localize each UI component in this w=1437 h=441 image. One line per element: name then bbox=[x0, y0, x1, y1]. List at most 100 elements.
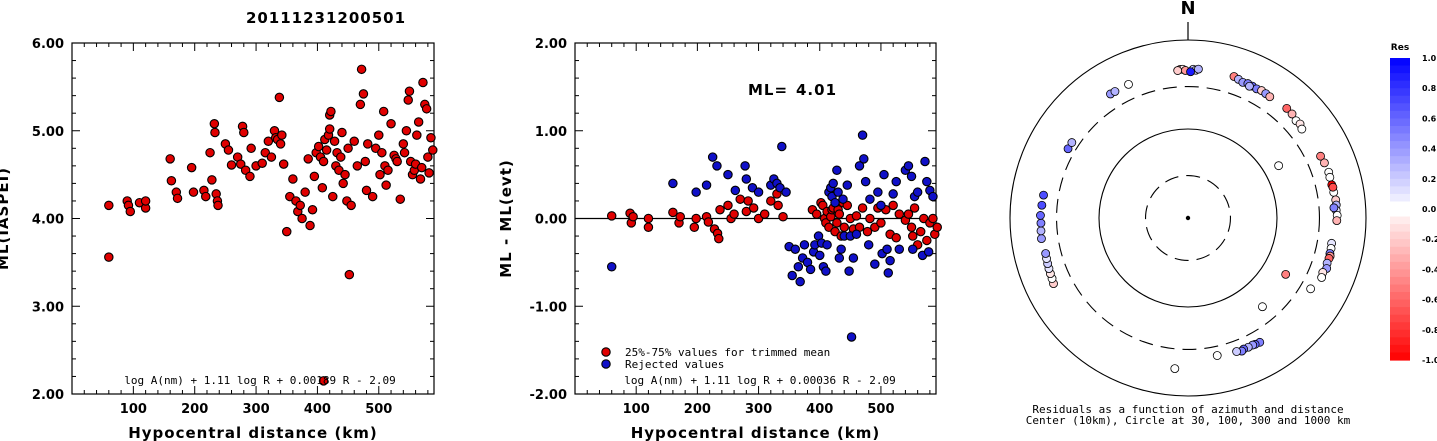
data-point bbox=[909, 203, 920, 213]
data-point bbox=[859, 154, 869, 164]
y-tick-label: 6.00 bbox=[32, 37, 64, 52]
north-label: N bbox=[1180, 0, 1195, 19]
colorbar-segment bbox=[1390, 186, 1410, 195]
x-axis-label: Hypocentral distance (km) bbox=[631, 424, 881, 441]
colorbar-segment bbox=[1390, 171, 1410, 180]
data-point bbox=[329, 136, 340, 147]
data-point bbox=[842, 180, 853, 190]
data-point bbox=[628, 211, 638, 222]
data-point bbox=[923, 247, 934, 257]
colorbar-segment bbox=[1390, 58, 1410, 67]
distance-ring bbox=[1055, 85, 1321, 351]
data-point bbox=[838, 194, 848, 204]
data-point bbox=[821, 266, 831, 276]
data-point bbox=[836, 244, 846, 254]
data-point bbox=[303, 154, 313, 164]
data-point bbox=[226, 160, 237, 170]
colorbar-segment bbox=[1390, 254, 1410, 263]
data-point bbox=[920, 156, 930, 167]
data-point bbox=[165, 154, 175, 164]
data-point bbox=[860, 176, 871, 187]
data-point bbox=[903, 209, 914, 219]
colorbar-segment bbox=[1390, 344, 1410, 354]
colorbar-segment bbox=[1390, 231, 1410, 240]
data-point bbox=[748, 203, 759, 213]
data-point bbox=[398, 139, 409, 149]
data-point bbox=[773, 200, 783, 211]
data-point bbox=[832, 165, 842, 175]
data-point bbox=[125, 206, 136, 217]
data-point bbox=[903, 161, 914, 171]
data-point bbox=[928, 213, 938, 224]
station-marker bbox=[1036, 211, 1045, 220]
colorbar-segment bbox=[1390, 65, 1410, 74]
data-point bbox=[865, 213, 875, 224]
data-point bbox=[104, 252, 114, 262]
data-point bbox=[274, 92, 285, 103]
data-point bbox=[870, 259, 880, 269]
colorbar-tick-label: 0.4 bbox=[1422, 145, 1437, 154]
data-point bbox=[383, 165, 393, 175]
data-point bbox=[418, 77, 428, 88]
colorbar-segment bbox=[1390, 292, 1410, 301]
data-point bbox=[300, 187, 310, 197]
data-point bbox=[277, 130, 287, 140]
y-tick-label: -1.00 bbox=[530, 300, 567, 315]
data-point bbox=[735, 194, 745, 204]
data-point bbox=[907, 231, 918, 241]
data-point bbox=[362, 139, 373, 149]
data-point bbox=[297, 213, 307, 224]
data-point bbox=[209, 118, 220, 129]
legend-label: Rejected values bbox=[625, 358, 724, 371]
data-point bbox=[355, 99, 366, 110]
data-point bbox=[205, 147, 215, 158]
data-point bbox=[906, 171, 917, 182]
data-point bbox=[723, 169, 733, 180]
data-point bbox=[606, 262, 617, 272]
data-point bbox=[730, 185, 741, 196]
data-point bbox=[207, 175, 217, 185]
data-point bbox=[715, 204, 725, 215]
data-point bbox=[691, 213, 701, 224]
data-point bbox=[882, 244, 892, 254]
data-point bbox=[210, 127, 220, 138]
data-point bbox=[399, 147, 410, 158]
x-axis-label: Hypocentral distance (km) bbox=[128, 424, 378, 441]
station-marker bbox=[1124, 79, 1133, 89]
colorbar-tick-label: -0.2 bbox=[1422, 235, 1437, 244]
colorbar-segment bbox=[1390, 118, 1410, 127]
colorbar-segment bbox=[1390, 299, 1410, 308]
colorbar-segment bbox=[1390, 148, 1410, 157]
data-point bbox=[668, 178, 678, 189]
data-point bbox=[275, 139, 286, 149]
colorbar-tick-label: 0.0 bbox=[1422, 205, 1437, 214]
epicenter-dot bbox=[1185, 215, 1191, 221]
station-marker bbox=[1041, 249, 1051, 258]
colorbar-segment bbox=[1390, 125, 1410, 135]
colorbar-segment bbox=[1390, 110, 1410, 119]
data-point bbox=[834, 209, 845, 219]
data-point bbox=[343, 143, 353, 154]
data-point bbox=[421, 104, 432, 114]
colorbar-segment bbox=[1390, 209, 1410, 218]
data-point bbox=[412, 130, 422, 140]
colorbar-segment bbox=[1390, 178, 1410, 187]
data-point bbox=[374, 130, 384, 140]
data-point bbox=[863, 240, 874, 250]
data-point bbox=[729, 209, 739, 219]
y-tick-label: 3.00 bbox=[32, 300, 64, 315]
data-point bbox=[346, 200, 356, 211]
data-point bbox=[349, 136, 359, 147]
station-marker bbox=[1194, 64, 1203, 74]
data-point bbox=[759, 209, 770, 219]
data-point bbox=[356, 64, 367, 75]
x-tick-label: 300 bbox=[745, 402, 772, 417]
data-point bbox=[811, 209, 822, 219]
data-point bbox=[777, 141, 787, 152]
x-tick-label: 500 bbox=[365, 402, 392, 417]
data-point bbox=[799, 240, 810, 250]
data-point bbox=[326, 106, 336, 117]
data-point bbox=[328, 191, 338, 202]
y-axis-label: ML(IASPEI) bbox=[0, 167, 12, 270]
data-point bbox=[891, 233, 901, 243]
